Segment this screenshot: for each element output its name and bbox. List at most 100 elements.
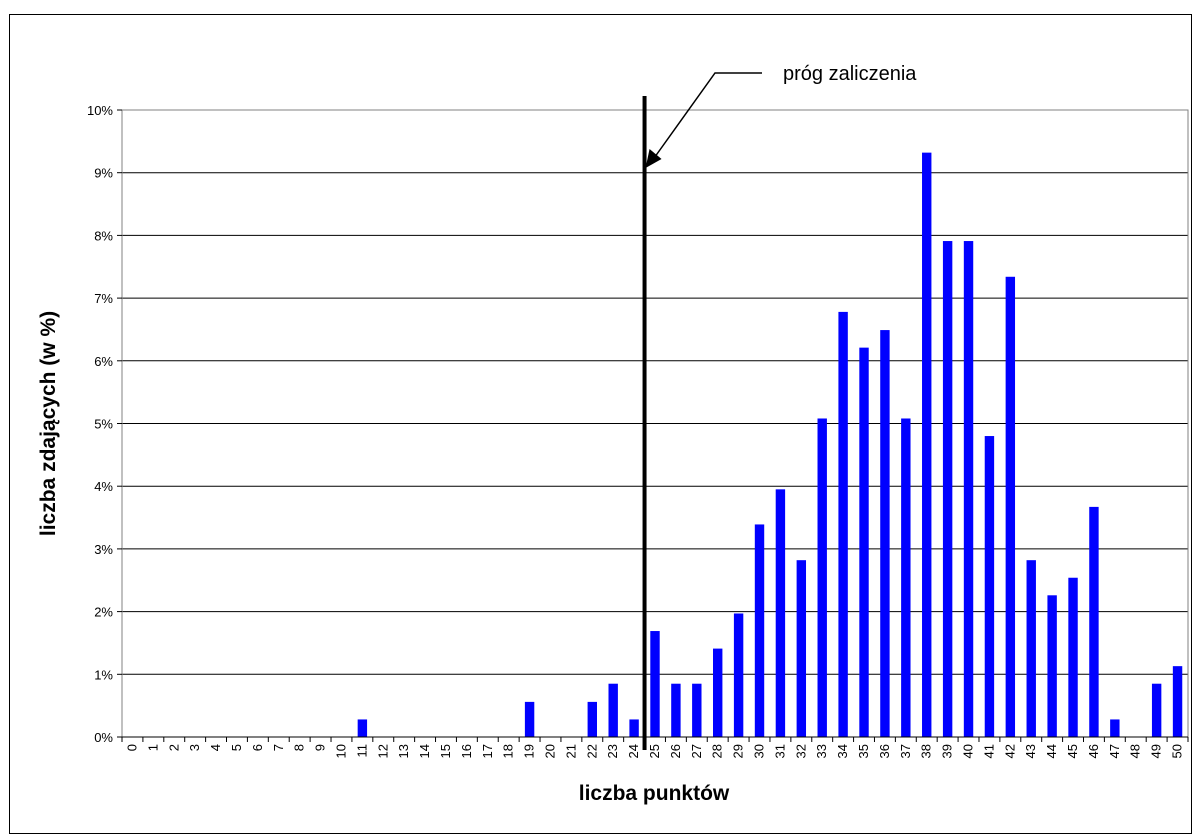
x-tick-label: 22 [584,744,599,758]
bar [671,683,681,737]
y-tick-label: 5% [94,417,113,432]
x-tick-label: 24 [626,744,641,758]
bar [901,418,911,737]
x-tick-label: 31 [772,744,787,758]
bar [650,631,660,737]
x-tick-label: 8 [292,744,307,751]
x-tick-label: 25 [647,744,662,758]
y-tick-label: 9% [94,166,113,181]
y-tick-label: 2% [94,605,113,620]
bar [1068,577,1078,737]
bar [1151,683,1162,737]
y-tick-label: 1% [94,667,113,682]
x-tick-label: 18 [501,744,516,758]
y-tick-label: 6% [94,354,113,369]
x-axis-ticks: 0 1 2 3 4 5 6 7 8 9 10 11 12 13 14 15 16 17 18 19 20 21 22 23 24… [121,737,1189,758]
bar [984,436,995,737]
x-tick-label: 6 [250,744,265,751]
y-tick-label: 0% [94,730,113,745]
bar [754,524,765,737]
x-tick-label: 48 [1128,744,1143,758]
y-tick-label: 4% [94,479,113,494]
y-axis-ticks: 0% 1% 2% 3% 4% 5% 6% 7% 8% 9% 10% [87,103,122,745]
y-tick-label: 8% [94,228,113,243]
bar [357,719,368,737]
bar [963,241,974,737]
x-tick-label: 7 [271,744,286,751]
x-tick-label: 10 [333,744,348,758]
bar [1005,276,1016,737]
y-tick-label: 7% [94,291,113,306]
x-tick-label: 20 [542,744,557,758]
x-tick-label: 21 [563,744,578,758]
bar [817,418,827,737]
bar [692,683,702,737]
bar [608,683,618,737]
x-tick-label: 13 [396,744,411,758]
bar [859,347,869,737]
x-tick-label: 44 [1044,744,1059,758]
x-tick-label: 23 [605,744,620,758]
x-tick-label: 16 [459,744,474,758]
x-tick-label: 50 [1170,744,1185,758]
x-tick-label: 17 [480,744,495,758]
threshold-label: próg zaliczenia [783,63,917,85]
x-tick-label: 4 [208,744,223,751]
x-tick-label: 26 [668,744,683,758]
bar [880,330,890,737]
x-tick-label: 49 [1149,744,1164,758]
x-tick-label: 29 [731,744,746,758]
x-tick-label: 12 [375,744,390,758]
x-tick-label: 1 [145,744,160,751]
x-tick-label: 33 [814,744,829,758]
x-tick-label: 15 [438,744,453,758]
threshold-arrow-head [645,149,662,168]
bar [1026,560,1036,737]
bar [629,719,639,737]
x-tick-label: 43 [1023,744,1038,758]
x-tick-label: 9 [313,744,328,751]
x-tick-label: 2 [166,744,181,751]
bar [524,701,535,737]
y-tick-label: 3% [94,542,113,557]
bar-series [357,152,1183,738]
y-axis-title: liczba zdających (w %) [37,311,60,536]
bar [587,701,597,737]
bar [713,648,723,737]
bar [796,560,807,737]
x-tick-label: 36 [877,744,892,758]
x-tick-label: 42 [1002,744,1017,758]
x-tick-label: 45 [1065,744,1080,758]
x-tick-label: 3 [187,744,202,751]
bar [942,241,953,737]
bar [1047,595,1057,737]
bar [838,311,848,737]
x-axis-title: liczba punktów [579,782,730,805]
x-tick-label: 19 [522,744,537,758]
x-tick-label: 11 [354,744,369,758]
x-tick-label: 32 [793,744,808,758]
x-tick-label: 5 [229,744,244,751]
x-tick-label: 46 [1086,744,1101,758]
bar [775,489,786,737]
x-tick-label: 37 [898,744,913,758]
threshold-arrow [654,72,762,157]
x-tick-label: 28 [710,744,725,758]
x-tick-label: 40 [961,744,976,758]
bar [922,152,932,738]
x-tick-label: 35 [856,744,871,758]
x-tick-label: 14 [417,744,432,758]
bar [1110,719,1120,737]
x-tick-label: 34 [835,744,850,758]
bar [733,613,744,737]
x-tick-label: 47 [1107,744,1122,758]
bar [1172,666,1183,737]
y-tick-label: 10% [87,103,113,118]
x-tick-label: 38 [919,744,934,758]
x-tick-label: 41 [981,744,996,758]
x-tick-label: 39 [940,744,955,758]
x-tick-label: 27 [689,744,704,758]
x-tick-label: 0 [124,744,139,751]
x-tick-label: 30 [752,744,767,758]
